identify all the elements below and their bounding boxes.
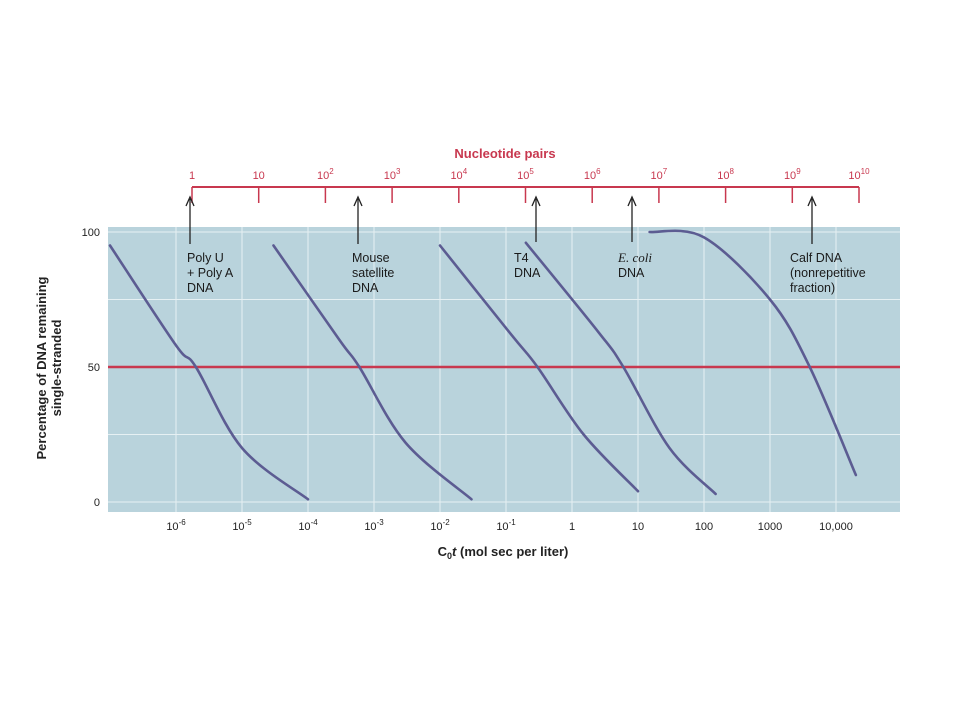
nucleotide-pairs-title: Nucleotide pairs [454, 146, 555, 161]
annotation-arrows [185, 195, 817, 244]
x-axis-title: C0t (mol sec per liter) [438, 544, 569, 561]
annotation-mouse-line: Mouse [352, 251, 390, 265]
annotation-t4-line: DNA [514, 266, 541, 280]
annotation-mouse-line: satellite [352, 266, 394, 280]
y-axis-ticks: 100 50 0 [82, 227, 100, 509]
y-axis-title: Percentage of DNA remaining single-stran… [34, 276, 64, 459]
x-axis-title-var: t [452, 544, 457, 559]
curve-ecoli [524, 241, 717, 496]
curve-annotations: Poly U+ Poly ADNAMousesatelliteDNAT4DNAE… [187, 250, 866, 295]
np-tick-label: 105 [517, 167, 534, 182]
annotation-polyu-line: Poly U [187, 251, 224, 265]
x-tick-label: 100 [695, 521, 713, 533]
arrowhead-polyu [185, 195, 195, 207]
np-tick-label: 109 [784, 167, 801, 182]
y-axis-title-line2: single-stranded [49, 320, 64, 417]
plot-background [108, 227, 900, 512]
curve-calf [648, 229, 858, 477]
annotation-calf-line: (nonrepetitive [790, 266, 866, 280]
np-tick-label: 107 [651, 167, 668, 182]
annotation-ecoli-line: DNA [618, 266, 645, 280]
annotation-t4-line: T4 [514, 251, 529, 265]
y-tick-label: 0 [94, 497, 100, 509]
np-tick-label: 106 [584, 167, 601, 182]
annotation-mouse-line: DNA [352, 281, 379, 295]
annotation-calf-line: Calf DNA [790, 251, 843, 265]
x-tick-label: 10-4 [298, 518, 318, 533]
x-tick-label: 10-5 [232, 518, 252, 533]
y-axis-title-line1: Percentage of DNA remaining [34, 276, 49, 459]
x-tick-label: 10-3 [364, 518, 384, 533]
x-tick-label: 10,000 [819, 521, 853, 533]
np-tick-label: 1 [189, 170, 195, 182]
x-tick-label: 1000 [758, 521, 782, 533]
nucleotide-pairs-axis: 1 10 102 103 104 105 106 107 108 109 1010 [189, 167, 870, 203]
x-tick-label: 10 [632, 521, 644, 533]
np-tick-label: 103 [384, 167, 401, 182]
arrowhead-mouse [353, 195, 363, 207]
np-tick-label: 1010 [848, 167, 870, 182]
annotation-ecoli-line: E. coli [617, 250, 652, 265]
x-tick-label: 10-6 [166, 518, 186, 533]
np-tick-label: 102 [317, 167, 334, 182]
y-tick-label: 100 [82, 227, 100, 239]
np-tick-label: 108 [717, 167, 734, 182]
np-tick-label: 10 [253, 170, 265, 182]
renaturation-curves [108, 229, 858, 501]
annotation-polyu-line: + Poly A [187, 266, 234, 280]
x-tick-label: 10-1 [496, 518, 516, 533]
x-tick-label: 10-2 [430, 518, 450, 533]
arrowhead-calf [807, 195, 817, 207]
curve-polyu [108, 244, 310, 501]
np-tick-label: 104 [450, 167, 467, 182]
x-axis-title-sub: 0 [447, 551, 452, 561]
arrowhead-ecoli [627, 195, 637, 207]
annotation-polyu-line: DNA [187, 281, 214, 295]
curve-t4 [438, 244, 640, 493]
x-tick-label: 1 [569, 521, 575, 533]
y-tick-label: 50 [88, 362, 100, 374]
curve-mouse [272, 244, 473, 501]
arrowhead-t4 [531, 195, 541, 207]
x-axis-title-rest: (mol sec per liter) [456, 544, 568, 559]
annotation-calf-line: fraction) [790, 281, 835, 295]
x-axis-title-c: C [438, 544, 448, 559]
x-axis-ticks: 10-6 10-5 10-4 10-3 10-2 10-1 1 10 100 1000 10,000 [166, 518, 853, 533]
